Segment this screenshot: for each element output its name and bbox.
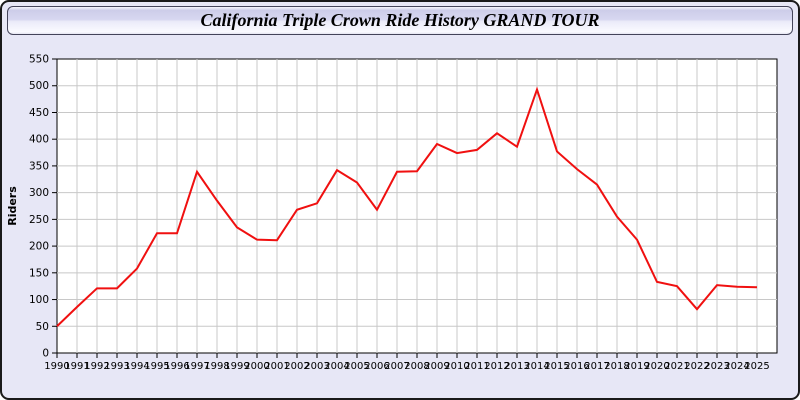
y-tick-label: 150 bbox=[29, 267, 49, 279]
x-tick-label: 1995 bbox=[144, 361, 169, 372]
x-tick-label: 1997 bbox=[184, 361, 209, 372]
y-tick-label: 0 bbox=[42, 348, 49, 360]
x-tick-label: 2025 bbox=[744, 361, 769, 372]
x-tick-label: 1992 bbox=[84, 361, 109, 372]
x-tick-label: 2012 bbox=[484, 361, 509, 372]
y-tick-label: 50 bbox=[36, 321, 49, 333]
y-tick-label: 300 bbox=[29, 187, 49, 199]
riders-line-chart: 0501001502002503003504004505005501990199… bbox=[6, 54, 778, 372]
x-tick-label: 2000 bbox=[244, 361, 269, 372]
y-tick-label: 350 bbox=[29, 160, 49, 172]
x-tick-label: 2019 bbox=[624, 361, 649, 372]
x-tick-label: 2007 bbox=[384, 361, 409, 372]
x-tick-label: 2011 bbox=[464, 361, 489, 372]
y-tick-label: 400 bbox=[29, 134, 49, 146]
x-tick-label: 2021 bbox=[664, 361, 689, 372]
x-tick-label: 2018 bbox=[604, 361, 629, 372]
x-tick-label: 1999 bbox=[224, 361, 249, 372]
x-tick-label: 2023 bbox=[704, 361, 729, 372]
x-tick-label: 2008 bbox=[404, 361, 429, 372]
x-tick-label: 1994 bbox=[124, 361, 149, 372]
chart-title-bar: California Triple Crown Ride History GRA… bbox=[7, 6, 793, 35]
x-tick-label: 1990 bbox=[44, 361, 69, 372]
y-tick-label: 200 bbox=[29, 241, 49, 253]
x-tick-label: 2015 bbox=[544, 361, 569, 372]
x-tick-label: 2013 bbox=[504, 361, 529, 372]
x-tick-label: 2002 bbox=[284, 361, 309, 372]
y-tick-label: 550 bbox=[29, 54, 49, 66]
x-tick-label: 1998 bbox=[204, 361, 229, 372]
x-tick-label: 1996 bbox=[164, 361, 189, 372]
y-tick-label: 500 bbox=[29, 80, 49, 92]
x-tick-label: 2024 bbox=[724, 361, 749, 372]
chart-title: California Triple Crown Ride History GRA… bbox=[200, 10, 600, 30]
x-tick-label: 2020 bbox=[644, 361, 669, 372]
x-tick-label: 1991 bbox=[64, 361, 89, 372]
y-tick-label: 100 bbox=[29, 294, 49, 306]
x-tick-label: 2022 bbox=[684, 361, 709, 372]
x-tick-label: 1993 bbox=[104, 361, 129, 372]
x-tick-label: 2014 bbox=[524, 361, 549, 372]
x-tick-label: 2017 bbox=[584, 361, 609, 372]
x-tick-label: 2005 bbox=[344, 361, 369, 372]
y-tick-label: 450 bbox=[29, 107, 49, 119]
y-axis-title: Riders bbox=[6, 186, 19, 226]
x-tick-label: 2006 bbox=[364, 361, 389, 372]
x-tick-label: 2016 bbox=[564, 361, 589, 372]
y-tick-label: 250 bbox=[29, 214, 49, 226]
x-tick-label: 2003 bbox=[304, 361, 329, 372]
riders-series-line bbox=[56, 86, 758, 327]
x-tick-label: 2004 bbox=[324, 361, 349, 372]
x-tick-label: 2001 bbox=[264, 361, 289, 372]
x-tick-label: 2009 bbox=[424, 361, 449, 372]
x-tick-label: 2010 bbox=[444, 361, 469, 372]
